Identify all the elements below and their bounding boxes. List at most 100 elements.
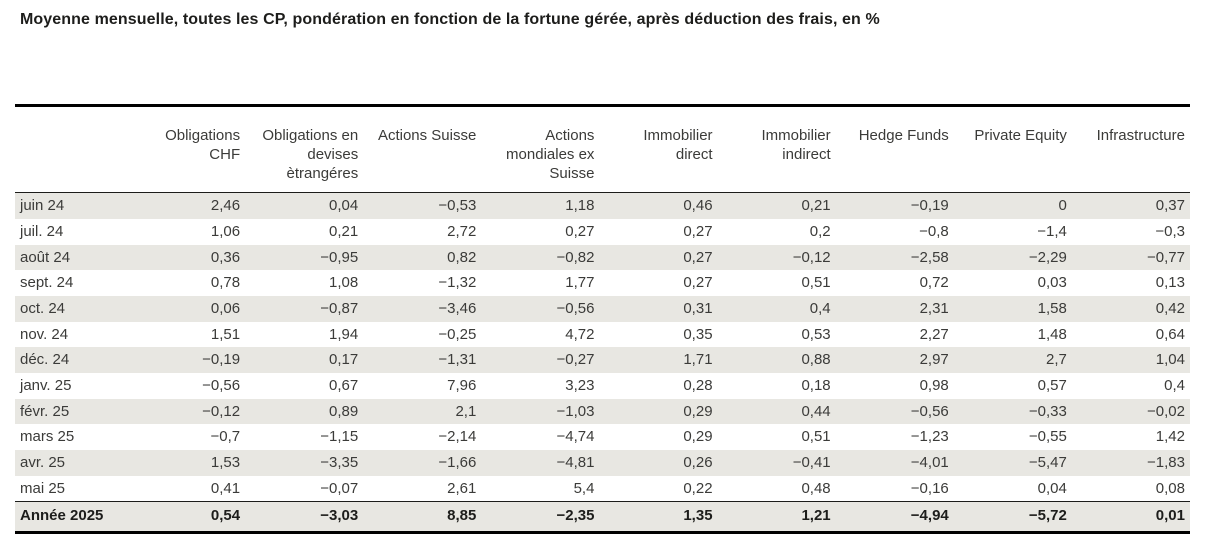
cell-value: 2,7 [1046, 351, 1067, 369]
cell-value: 0,22 [683, 479, 713, 497]
table-row: déc. 24 −0,19 0,17 −1,31 −0,27 1,71 0,88 2,97 2,… [15, 347, 1190, 373]
cell-value: 7,96 [447, 376, 477, 394]
cell-value: 0,89 [329, 402, 359, 420]
cell-value: −0,87 [320, 299, 359, 317]
cell-value: −3,46 [438, 299, 477, 317]
cell-value: −3,35 [320, 454, 359, 472]
cell-value: 1,94 [329, 325, 359, 343]
cell-value: 0,27 [683, 274, 713, 292]
cell-value: 0,06 [210, 299, 241, 317]
cell-value: −0,56 [202, 376, 241, 394]
cell-value: 0,88 [801, 351, 831, 369]
cell-value: 0,03 [1037, 274, 1067, 292]
table-row: janv. 25 −0,56 0,67 7,96 3,23 0,28 0,18 0,98 0,5… [15, 373, 1190, 399]
cell-value: −1,66 [438, 454, 477, 472]
table-row: mars 25 −0,7 −1,15 −2,14 −4,74 0,29 0,51 −1,23 −… [15, 424, 1190, 450]
cell-value: 0,01 [1071, 501, 1190, 535]
cell-value: −0,82 [556, 248, 595, 266]
table-row: juin 24 2,46 0,04 −0,53 1,18 0,46 0,21 −0,19 0 0,… [15, 192, 1190, 219]
cell-value: −0,19 [202, 351, 241, 369]
cell-value: −1,83 [1147, 454, 1185, 472]
cell-value: 4,72 [565, 325, 595, 343]
cell-value: 0,46 [683, 197, 713, 215]
cell-value: 2,61 [447, 479, 477, 497]
column-header: Immobilier indirect [717, 105, 836, 194]
cell-value: −2,58 [910, 248, 949, 266]
cell-value: −1,23 [910, 428, 949, 446]
cell-value: 1,53 [210, 454, 241, 472]
cell-value: −0,33 [1028, 402, 1067, 420]
cell-value: −0,56 [910, 402, 949, 420]
row-label: mars 25 [20, 428, 75, 446]
cell-value: −0,02 [1147, 402, 1185, 420]
cell-value: −0,25 [438, 325, 477, 343]
cell-value: 0,08 [1155, 479, 1185, 497]
cell-value: 2,1 [455, 402, 477, 420]
cell-value: 0,82 [447, 248, 477, 266]
cell-value: 1,04 [1155, 351, 1185, 369]
cell-value: 5,4 [573, 479, 595, 497]
table-row: sept. 24 0,78 1,08 −1,32 1,77 0,27 0,51 0,72 0,0… [15, 270, 1190, 296]
cell-value: 0,51 [801, 428, 831, 446]
cell-value: −0,95 [320, 248, 359, 266]
cell-value: 1,21 [717, 501, 836, 535]
cell-value: −3,03 [245, 501, 364, 535]
row-label: avr. 25 [20, 454, 66, 472]
cell-value: 1,06 [210, 222, 241, 240]
cell-value: −1,03 [556, 402, 595, 420]
row-label-header [15, 105, 127, 194]
cell-value: 0,13 [1155, 274, 1185, 292]
table-row: oct. 24 0,06 −0,87 −3,46 −0,56 0,31 0,4 2,31 1,5… [15, 295, 1190, 322]
cell-value: −0,7 [210, 428, 241, 446]
cell-value: −0,27 [556, 351, 595, 369]
row-label: juil. 24 [20, 222, 64, 240]
cell-value: 8,85 [363, 501, 482, 535]
cell-value: −0,55 [1028, 428, 1067, 446]
cell-value: −4,01 [910, 454, 949, 472]
row-label: Année 2025 [15, 501, 127, 535]
cell-value: 0,44 [801, 402, 831, 420]
cell-value: −0,16 [910, 479, 949, 497]
column-header: Immobilier direct [599, 105, 718, 194]
table-body: juin 24 2,46 0,04 −0,53 1,18 0,46 0,21 −0,19 0 0,… [15, 192, 1190, 535]
cell-value: 0,26 [683, 454, 713, 472]
table-row: juil. 24 1,06 0,21 2,72 0,27 0,27 0,2 −0,8 −1,4 −… [15, 219, 1190, 245]
column-header: Actions Suisse [363, 105, 482, 194]
cell-value: 1,08 [329, 274, 359, 292]
cell-value: 0,72 [919, 274, 949, 292]
cell-value: −1,4 [1037, 222, 1067, 240]
row-label: mai 25 [20, 479, 66, 497]
row-label: juin 24 [20, 197, 65, 215]
cell-value: −5,72 [953, 501, 1072, 535]
cell-value: −0,19 [910, 197, 949, 215]
cell-value: 0 [1058, 197, 1067, 215]
cell-value: 0,21 [329, 222, 359, 240]
returns-table: Obligations CHF Obligations en devises èt… [15, 104, 1190, 535]
cell-value: 0,67 [329, 376, 359, 394]
cell-value: −1,32 [438, 274, 477, 292]
cell-value: 0,4 [1164, 376, 1185, 394]
cell-value: 0,41 [210, 479, 241, 497]
cell-value: −0,12 [792, 248, 831, 266]
cell-value: 0,04 [1037, 479, 1067, 497]
cell-value: 0,57 [1037, 376, 1067, 394]
cell-value: 0,48 [801, 479, 831, 497]
cell-value: −0,07 [320, 479, 359, 497]
cell-value: −4,81 [556, 454, 595, 472]
cell-value: 0,36 [210, 248, 241, 266]
cell-value: 0,78 [210, 274, 241, 292]
row-label: août 24 [20, 248, 71, 266]
header-row: Obligations CHF Obligations en devises èt… [15, 105, 1190, 194]
cell-value: −0,77 [1147, 248, 1185, 266]
cell-value: 2,46 [210, 197, 241, 215]
column-header: Obligations en devises ètrangéres [245, 105, 364, 194]
table-header: Obligations CHF Obligations en devises èt… [15, 105, 1190, 194]
cell-value: 1,18 [565, 197, 595, 215]
cell-value: −0,3 [1155, 222, 1185, 240]
cell-value: 1,77 [565, 274, 595, 292]
row-label: janv. 25 [20, 376, 72, 394]
cell-value: 0,18 [801, 376, 831, 394]
cell-value: −1,15 [320, 428, 359, 446]
cell-value: 0,4 [809, 299, 831, 317]
